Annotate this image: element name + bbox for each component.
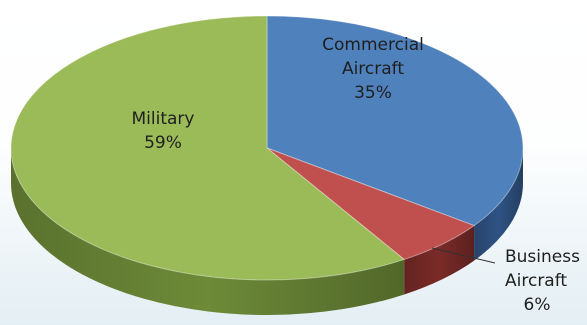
data-label-business-aircraft: 6% (524, 295, 551, 315)
data-label-military: 59% (144, 133, 182, 153)
slice-business-aircraft (266, 147, 476, 261)
leader-line-business-aircraft (431, 247, 496, 264)
category-label-business-aircraft: Business (505, 247, 580, 267)
category-label-commercial-aircraft: Commercial (322, 35, 424, 55)
slice-side-shade (474, 148, 523, 261)
slice-military (10, 15, 406, 281)
category-label-commercial-aircraft: Aircraft (342, 59, 404, 79)
slice-commercial-aircraft (266, 15, 524, 227)
data-label-commercial-aircraft: 35% (354, 83, 392, 103)
slice-side-shade (11, 148, 405, 315)
slice-side-shade (404, 225, 475, 295)
category-label-business-aircraft: Aircraft (505, 271, 567, 291)
category-label-military: Military (132, 109, 195, 129)
